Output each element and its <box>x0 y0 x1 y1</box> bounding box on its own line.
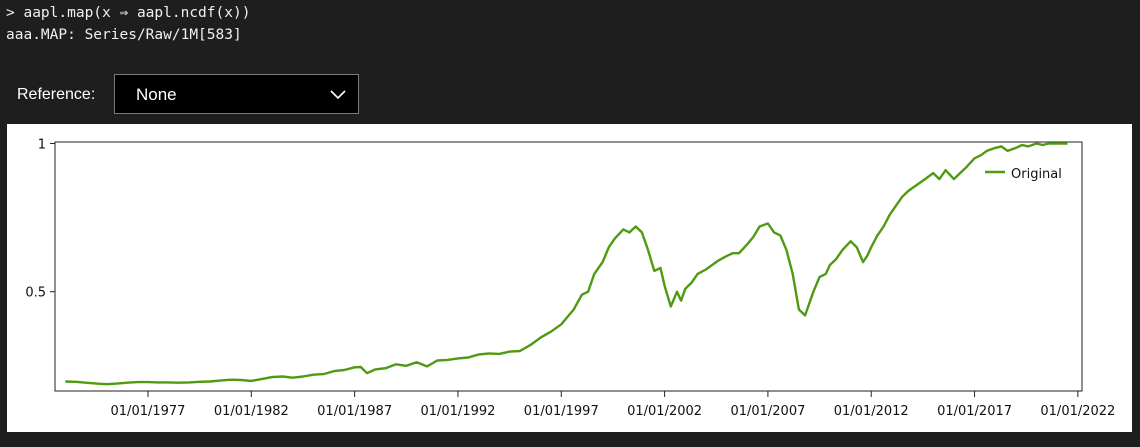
line-chart: 0.5 1 01/01/1977 01/01/1982 01/01/1987 01/01/… <box>25 137 1115 419</box>
series-line-original <box>65 142 1068 386</box>
x-tick-label: 01/01/2012 <box>834 404 909 419</box>
y-tick-label: 0.5 <box>25 286 46 301</box>
x-tick-label: 01/01/1997 <box>524 404 599 419</box>
reference-dropdown[interactable]: None <box>114 74 359 114</box>
chevron-down-icon <box>330 90 346 100</box>
reference-selected-value: None <box>136 85 177 104</box>
console-result-line: aaa.MAP: Series/Raw/1M[583] <box>6 27 242 43</box>
x-tick-label: 01/01/2022 <box>1040 404 1115 419</box>
legend-label-original: Original <box>1011 167 1062 182</box>
reference-label: Reference: <box>17 86 96 103</box>
console-command-line: > aapl.map(x ⇒ aapl.ncdf(x)) <box>6 5 251 21</box>
y-tick-label: 1 <box>38 137 46 152</box>
x-tick-label: 01/01/2002 <box>627 404 702 419</box>
x-tick-label: 01/01/1987 <box>317 404 392 419</box>
chart-panel: 0.5 1 01/01/1977 01/01/1982 01/01/1987 01/01/… <box>7 124 1132 432</box>
x-tick-label: 01/01/2017 <box>937 404 1012 419</box>
plot-frame <box>54 141 1083 392</box>
x-tick-label: 01/01/2007 <box>730 404 805 419</box>
x-tick-label: 01/01/1977 <box>111 404 186 419</box>
x-tick-label: 01/01/1982 <box>214 404 289 419</box>
x-tick-label: 01/01/1992 <box>420 404 495 419</box>
console-output: > aapl.map(x ⇒ aapl.ncdf(x)) aaa.MAP: Ser… <box>6 2 250 46</box>
